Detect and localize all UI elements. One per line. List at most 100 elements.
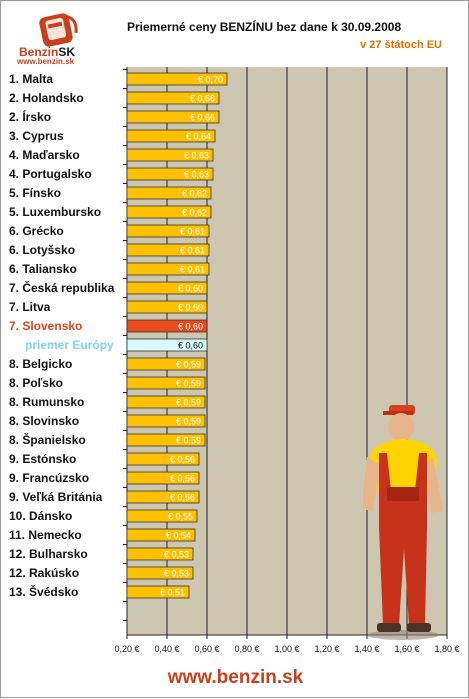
bar-value-label: € 0,53 — [164, 569, 189, 579]
category-label: 7. Slovensko — [9, 319, 82, 333]
bar — [126, 357, 206, 371]
bar — [126, 433, 206, 447]
bar-value-label: € 0,70 — [198, 75, 223, 85]
category-label: 2. Holandsko — [9, 91, 84, 105]
category-label: 4. Portugalsko — [9, 167, 92, 181]
category-label: 9. Francúzsko — [9, 471, 89, 485]
bar — [126, 566, 194, 580]
bar-value-label: € 0,62 — [182, 189, 207, 199]
bar-value-label: € 0,59 — [176, 360, 201, 370]
x-tick-label: 0,40 € — [154, 644, 179, 654]
bar-value-label: € 0,60 — [178, 322, 203, 332]
category-label: 2. Írsko — [9, 109, 51, 124]
bar-value-label: € 0,61 — [180, 265, 205, 275]
bar — [126, 167, 214, 181]
bar-value-label: € 0,63 — [184, 170, 209, 180]
category-label: 7. Litva — [9, 300, 51, 314]
category-label: 9. Estónsko — [9, 452, 76, 466]
logo-brand: BenzinSK — [19, 45, 76, 59]
category-label: 1. Malta — [9, 72, 53, 86]
category-label: 8. Slovinsko — [9, 414, 79, 428]
category-label: 12. Bulharsko — [9, 547, 88, 561]
bar — [126, 319, 208, 333]
footer-url: www.benzin.sk — [167, 667, 304, 688]
bar — [126, 243, 210, 257]
bar — [126, 224, 210, 238]
category-label: 8. Poľsko — [9, 376, 63, 390]
logo-url: www.benzin.sk — [17, 57, 75, 66]
bar — [126, 490, 200, 504]
category-label: 8. Belgicko — [9, 357, 72, 371]
bar-value-label: € 0,51 — [160, 588, 185, 598]
bar-value-label: € 0,56 — [170, 493, 195, 503]
gas-station-worker-mascot — [363, 405, 443, 640]
bar — [126, 91, 220, 105]
category-label: 6. Lotyšsko — [9, 243, 75, 257]
bar-value-label: € 0,60 — [178, 303, 203, 313]
bar — [126, 395, 206, 409]
x-tick-label: 1,40 € — [354, 644, 379, 654]
category-label: 6. Taliansko — [9, 262, 77, 276]
bar-value-label: € 0,62 — [182, 208, 207, 218]
x-tick-label: 1,80 € — [434, 644, 459, 654]
category-label: 3. Cyprus — [9, 129, 64, 143]
bar-value-label: € 0,59 — [176, 417, 201, 427]
bar-value-label: € 0,56 — [170, 455, 195, 465]
bar — [126, 528, 196, 542]
bar-value-label: € 0,61 — [180, 227, 205, 237]
bar-value-label: € 0,56 — [170, 474, 195, 484]
category-label: 10. Dánsko — [9, 509, 72, 523]
chart-subtitle: v 27 štátoch EU — [360, 39, 442, 51]
category-label: 7. Česká republika — [9, 280, 115, 295]
bar — [126, 414, 206, 428]
category-label: 13. Švédsko — [9, 584, 78, 599]
x-tick-label: 0,80 € — [234, 644, 259, 654]
x-tick-label: 1,20 € — [314, 644, 339, 654]
category-label: 5. Luxembursko — [9, 205, 101, 219]
bar — [126, 338, 208, 352]
bar — [126, 509, 198, 523]
bar — [126, 129, 216, 143]
bar — [126, 452, 200, 466]
bar-value-label: € 0,63 — [184, 151, 209, 161]
category-label: priemer Európy — [25, 338, 114, 352]
category-label: 11. Nemecko — [9, 528, 82, 542]
bar — [126, 300, 208, 314]
category-label: 6. Grécko — [9, 224, 64, 238]
category-label: 4. Maďarsko — [9, 148, 80, 162]
bar-value-label: € 0,54 — [166, 531, 191, 541]
category-label: 8. Rumunsko — [9, 395, 84, 409]
bar — [126, 72, 228, 86]
bar — [126, 585, 190, 599]
x-tick-label: 0,60 € — [194, 644, 219, 654]
bar — [126, 262, 210, 276]
bar-value-label: € 0,66 — [190, 113, 215, 123]
bar — [126, 471, 200, 485]
bar-value-label: € 0,60 — [178, 284, 203, 294]
bar — [126, 281, 208, 295]
chart-title: Priemerné ceny BENZÍNU bez dane k 30.09.… — [127, 20, 402, 34]
bar — [126, 376, 206, 390]
category-label: 12. Rakúsko — [9, 566, 79, 580]
category-label: 5. Fínsko — [9, 186, 61, 200]
bar-value-label: € 0,59 — [176, 379, 201, 389]
bar-value-label: € 0,64 — [186, 132, 211, 142]
x-tick-label: 1,00 € — [274, 644, 299, 654]
bar-value-label: € 0,60 — [178, 341, 203, 351]
bar — [126, 110, 220, 124]
bar-value-label: € 0,53 — [164, 550, 189, 560]
x-tick-label: 1,60 € — [394, 644, 419, 654]
benzin-logo-icon — [39, 13, 78, 47]
bar — [126, 186, 212, 200]
x-tick-label: 0,20 € — [114, 644, 139, 654]
bar — [126, 547, 194, 561]
bar-value-label: € 0,61 — [180, 246, 205, 256]
bar — [126, 148, 214, 162]
category-label: 9. Veľká Británia — [9, 490, 103, 504]
bar-value-label: € 0,59 — [176, 436, 201, 446]
bar-value-label: € 0,59 — [176, 398, 201, 408]
bar-value-label: € 0,66 — [190, 94, 215, 104]
bar-value-label: € 0,55 — [168, 512, 193, 522]
